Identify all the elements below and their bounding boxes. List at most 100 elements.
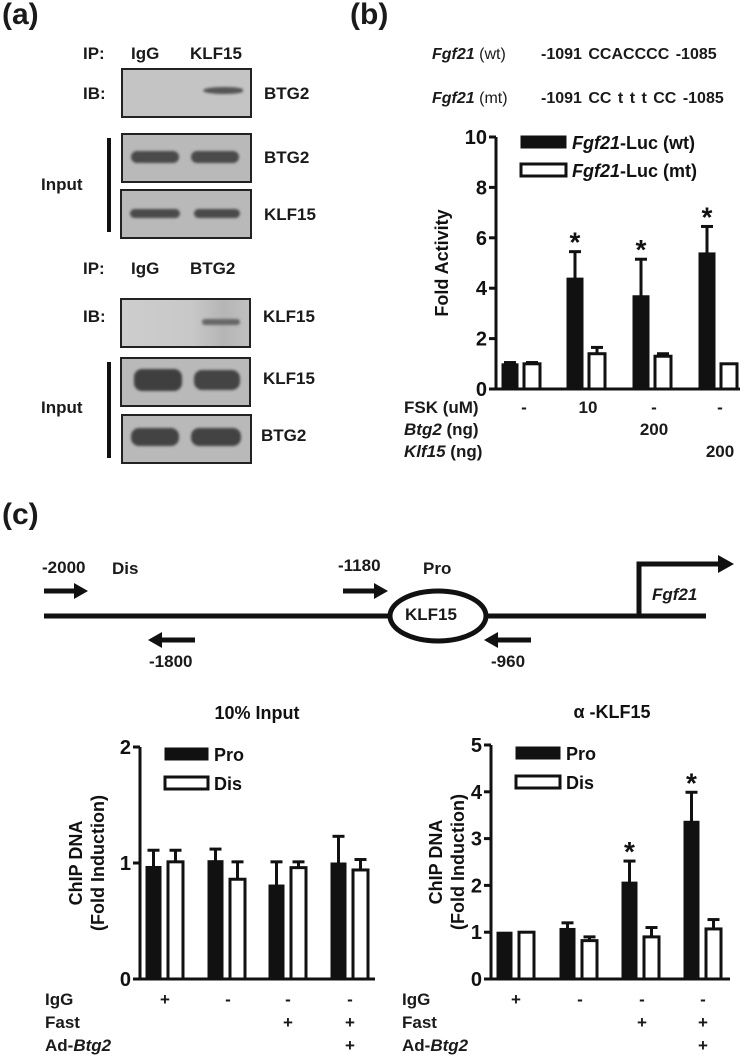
bar: [719, 362, 739, 391]
legend-swatch: [514, 774, 562, 790]
input-target-2: BTG2: [261, 426, 307, 445]
primer-dis-reverse-position: -1800: [149, 652, 193, 671]
band: [134, 369, 182, 391]
y-tick-label: 3: [471, 829, 482, 851]
bar: [289, 866, 308, 981]
pro-region-label: Pro: [423, 559, 452, 578]
y-tick-label: 4: [471, 782, 483, 804]
y-tick-label: 1: [471, 922, 482, 944]
condition-value: +: [698, 1013, 708, 1032]
bar: [351, 868, 370, 981]
significance-asterisk: *: [570, 227, 581, 258]
blot-ip-btg2: [121, 68, 252, 118]
y-tick-label: 2: [471, 875, 482, 897]
input-bracket: [107, 362, 111, 458]
primer-pro-reverse-position: -960: [491, 652, 526, 671]
condition-value: +: [345, 1036, 355, 1055]
primer-pro-forward-position: -1180: [338, 556, 381, 575]
condition-value: +: [345, 1013, 355, 1032]
input-label: Input: [41, 175, 83, 194]
klf15-binding-site: [387, 588, 489, 644]
condition-value: +: [511, 990, 521, 1009]
condition-fsk-label: FSK (uM): [404, 398, 479, 417]
panel-b-label: (b): [350, 0, 389, 31]
chart-10pct-input: 0 1 2 ChIP DNA (Fold Induction) 10% Input Pro D…: [66, 703, 375, 991]
legend-label: Fgf21-Luc (wt): [572, 133, 695, 153]
ib-target: BTG2: [264, 84, 310, 103]
condition-fast-label: Fast: [45, 1013, 80, 1032]
band: [191, 151, 239, 163]
legend-label: Dis: [214, 774, 242, 794]
bar: [522, 362, 542, 391]
band: [194, 209, 240, 218]
tss-arrowhead: [718, 555, 734, 573]
condition-value: -: [285, 990, 291, 1009]
y-tick-label: 0: [476, 379, 487, 401]
condition-value: 200: [705, 442, 735, 461]
bar: [496, 931, 513, 980]
significance-asterisk: *: [686, 767, 697, 798]
band: [203, 87, 243, 94]
condition-value: 10: [578, 398, 598, 417]
condition-value: -: [717, 398, 723, 417]
y-axis-label: (Fold Induction): [88, 795, 108, 931]
bar: [621, 881, 638, 980]
input-label: Input: [41, 398, 83, 417]
legend-swatch: [520, 135, 567, 149]
condition-igg-label: IgG: [45, 990, 74, 1009]
bar: [580, 939, 599, 981]
klf15-label: KLF15: [405, 605, 457, 624]
ip-lane-2: KLF15: [190, 44, 242, 63]
band: [194, 370, 240, 390]
band: [130, 209, 180, 218]
bar: [501, 363, 519, 390]
panel-c-label: (c): [2, 498, 39, 531]
bar: [704, 927, 723, 981]
bar: [683, 820, 700, 980]
bar: [166, 860, 185, 981]
bar: [698, 252, 716, 390]
y-axis-label: Fold Activity: [432, 209, 452, 316]
fgf21-gene-label: Fgf21: [652, 585, 698, 604]
promoter-diagram: [44, 555, 734, 648]
bar: [517, 930, 536, 981]
y-axis-label: ChIP DNA: [66, 821, 86, 906]
bar: [566, 277, 584, 390]
bar: [228, 877, 247, 981]
bar: [642, 935, 661, 981]
legend-swatch: [163, 775, 210, 791]
condition-value: -: [347, 990, 353, 1009]
legend-label: Pro: [214, 745, 244, 765]
y-tick-label: 5: [471, 735, 482, 757]
condition-value: +: [283, 1013, 293, 1032]
condition-value: +: [698, 1036, 708, 1055]
bar: [587, 352, 607, 391]
band: [131, 151, 179, 163]
gene-name: Fgf21: [432, 90, 475, 107]
condition-value: -: [577, 990, 583, 1009]
primer-dis-forward-position: -2000: [42, 558, 86, 577]
blot-ip-klf15: [120, 298, 251, 348]
ip-lane-1: IgG: [131, 259, 160, 278]
y-tick-label: 6: [476, 228, 487, 250]
legend-swatch: [519, 162, 568, 178]
legend-swatch: [515, 746, 561, 760]
y-tick-label: 4: [476, 278, 488, 300]
legend-label: Pro: [566, 744, 596, 764]
significance-asterisk: *: [636, 234, 647, 265]
panel-a-label: (a): [2, 0, 39, 31]
ib-label: IB:: [83, 84, 106, 103]
ib-label: IB:: [83, 307, 106, 326]
bar: [330, 862, 347, 980]
chart-title: 10% Input: [214, 703, 299, 723]
condition-btg2-label: Btg2 (ng): [404, 420, 479, 439]
band: [131, 428, 179, 446]
y-tick-label: 2: [476, 329, 487, 351]
condition-fast-label: Fast: [402, 1013, 437, 1032]
blot-input-1: [121, 133, 252, 183]
legend-swatch: [164, 747, 209, 761]
condition-value: +: [160, 990, 170, 1009]
band: [202, 319, 240, 325]
condition-value: +: [637, 1013, 647, 1032]
condition-value: -: [700, 990, 706, 1009]
